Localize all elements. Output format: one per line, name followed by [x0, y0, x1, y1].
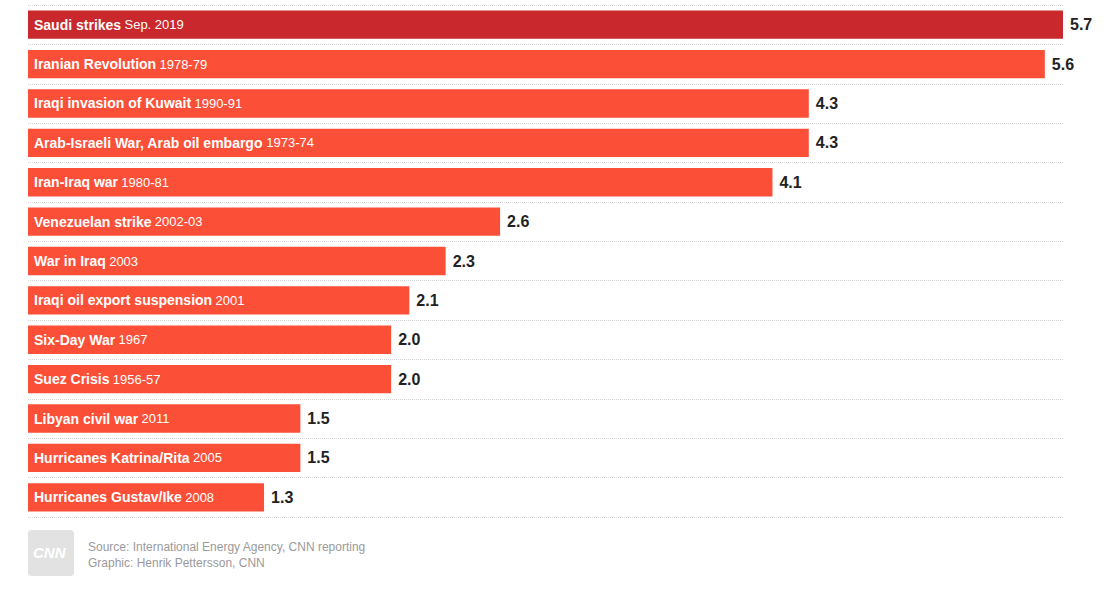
svg-text:1990-91: 1990-91: [194, 96, 242, 111]
svg-text:2.6: 2.6: [507, 213, 529, 230]
svg-text:Hurricanes Katrina/Rita: Hurricanes Katrina/Rita: [34, 450, 190, 466]
svg-text:Iraqi invasion of Kuwait: Iraqi invasion of Kuwait: [34, 95, 191, 111]
svg-text:Iran-Iraq war: Iran-Iraq war: [34, 174, 119, 190]
svg-text:1980-81: 1980-81: [121, 175, 169, 190]
svg-text:2008: 2008: [185, 490, 214, 505]
svg-text:2005: 2005: [193, 450, 222, 465]
svg-text:Source: International Energy A: Source: International Energy Agency, CNN…: [88, 540, 365, 554]
svg-text:Arab-Israeli War, Arab oil emb: Arab-Israeli War, Arab oil embargo: [34, 135, 262, 151]
svg-text:Venezuelan strike: Venezuelan strike: [34, 214, 152, 230]
svg-text:2001: 2001: [215, 293, 244, 308]
svg-text:2.0: 2.0: [398, 331, 420, 348]
svg-text:Saudi strikes: Saudi strikes: [34, 17, 121, 33]
svg-text:4.1: 4.1: [779, 174, 801, 191]
svg-text:5.6: 5.6: [1052, 56, 1074, 73]
svg-text:2.3: 2.3: [453, 253, 475, 270]
svg-text:1967: 1967: [119, 332, 148, 347]
svg-text:2.0: 2.0: [398, 371, 420, 388]
svg-text:Hurricanes Gustav/Ike: Hurricanes Gustav/Ike: [34, 489, 182, 505]
svg-text:War in Iraq: War in Iraq: [34, 253, 106, 269]
svg-text:1.3: 1.3: [271, 489, 293, 506]
svg-text:2002-03: 2002-03: [155, 214, 203, 229]
svg-text:Libyan civil war: Libyan civil war: [34, 411, 139, 427]
svg-text:Graphic: Henrik Pettersson, CN: Graphic: Henrik Pettersson, CNN: [88, 556, 265, 570]
svg-text:1.5: 1.5: [307, 410, 329, 427]
svg-text:4.3: 4.3: [816, 134, 838, 151]
svg-text:Iranian Revolution: Iranian Revolution: [34, 56, 156, 72]
svg-text:2.1: 2.1: [416, 292, 438, 309]
svg-text:2003: 2003: [109, 254, 138, 269]
svg-text:5.7: 5.7: [1070, 16, 1092, 33]
svg-text:1956-57: 1956-57: [113, 372, 161, 387]
svg-text:Six-Day War: Six-Day War: [34, 332, 116, 348]
svg-text:CNN: CNN: [33, 544, 67, 561]
svg-text:4.3: 4.3: [816, 95, 838, 112]
svg-text:Suez Crisis: Suez Crisis: [34, 371, 110, 387]
svg-text:1973-74: 1973-74: [266, 135, 314, 150]
svg-text:Iraqi oil export suspension: Iraqi oil export suspension: [34, 292, 212, 308]
svg-text:2011: 2011: [142, 411, 170, 426]
svg-text:1978-79: 1978-79: [159, 57, 207, 72]
svg-text:1.5: 1.5: [307, 449, 329, 466]
svg-text:Sep. 2019: Sep. 2019: [124, 17, 183, 32]
